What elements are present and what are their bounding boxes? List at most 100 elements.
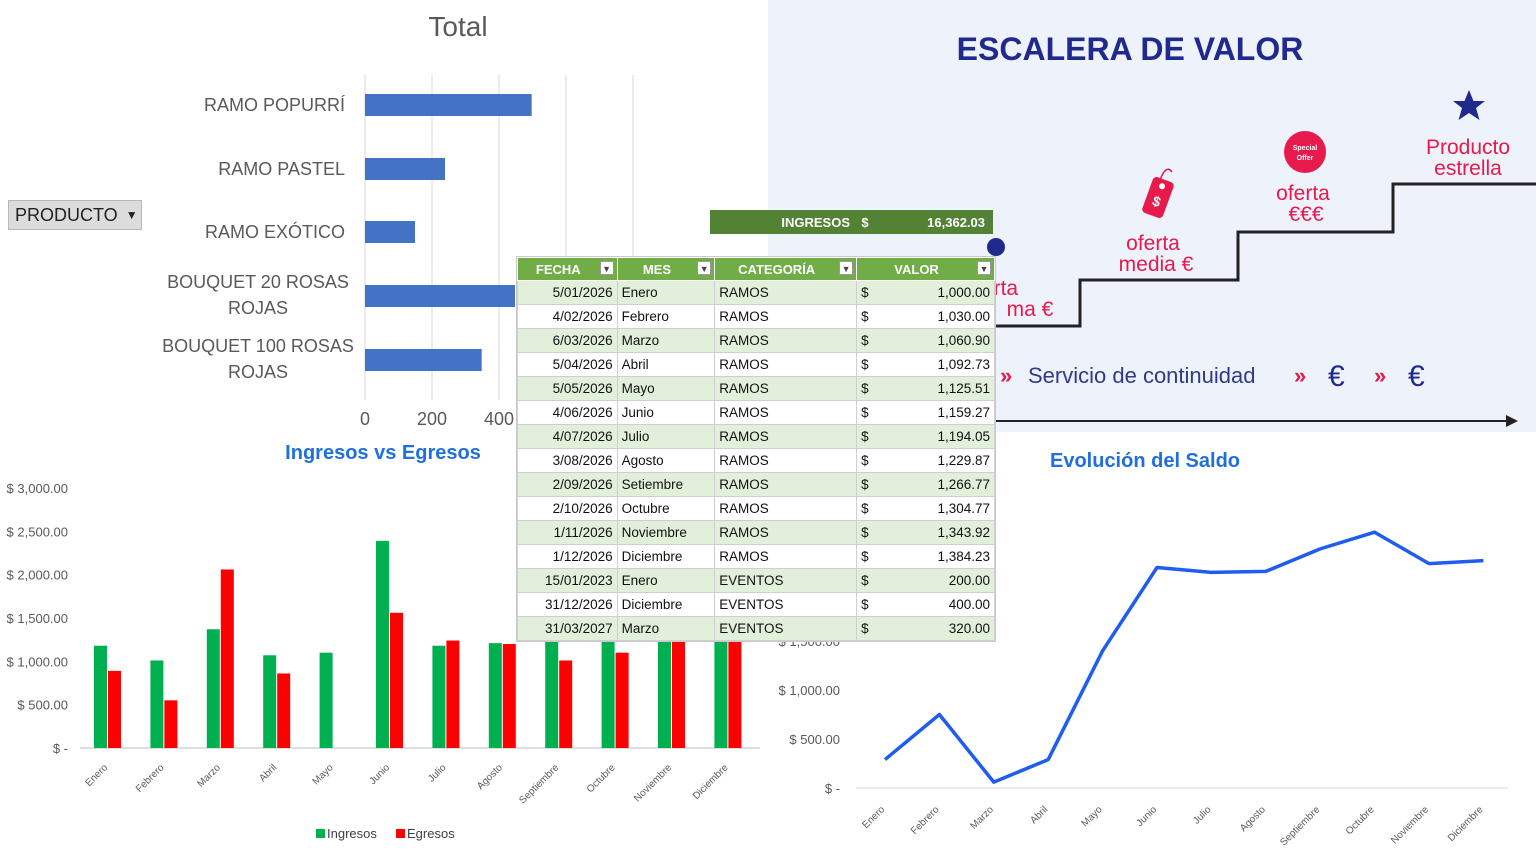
cell-valor[interactable]: 1,343.92 bbox=[875, 520, 996, 545]
table-row[interactable]: 4/02/2026 Febrero RAMOS $1,030.00 bbox=[517, 304, 996, 329]
cell-currency[interactable]: $ bbox=[856, 328, 876, 353]
cell-fecha[interactable]: 6/03/2026 bbox=[517, 328, 618, 353]
cell-currency[interactable]: $ bbox=[856, 568, 876, 593]
cell-valor[interactable]: 1,030.00 bbox=[875, 304, 996, 329]
cell-mes[interactable]: Octubre bbox=[616, 496, 716, 521]
cell-valor[interactable]: 1,125.51 bbox=[875, 376, 996, 401]
filter-dropdown-icon[interactable]: ▼ bbox=[697, 261, 712, 275]
table-row[interactable]: 31/12/2026 Diciembre EVENTOS $400.00 bbox=[517, 592, 996, 617]
table-row[interactable]: 15/01/2023 Enero EVENTOS $200.00 bbox=[517, 568, 996, 593]
cell-valor[interactable]: 1,159.27 bbox=[875, 400, 996, 425]
cell-mes[interactable]: Abril bbox=[616, 352, 716, 377]
cell-fecha[interactable]: 4/06/2026 bbox=[517, 400, 618, 425]
table-row[interactable]: 31/03/2027 Marzo EVENTOS $320.00 bbox=[517, 616, 996, 641]
cell-categoria[interactable]: RAMOS bbox=[714, 472, 858, 497]
cell-fecha[interactable]: 3/08/2026 bbox=[517, 448, 618, 473]
cell-valor[interactable]: 1,266.77 bbox=[875, 472, 996, 497]
filter-dropdown-icon[interactable]: ▼ bbox=[977, 261, 991, 275]
cell-categoria[interactable]: RAMOS bbox=[714, 544, 858, 569]
cell-fecha[interactable]: 5/04/2026 bbox=[517, 352, 618, 377]
table-row[interactable]: 2/10/2026 Octubre RAMOS $1,304.77 bbox=[517, 496, 996, 521]
cell-valor[interactable]: 1,384.23 bbox=[875, 544, 996, 569]
cell-fecha[interactable]: 31/12/2026 bbox=[517, 592, 618, 617]
cell-mes[interactable]: Marzo bbox=[616, 328, 716, 353]
filter-dropdown-icon[interactable]: ▼ bbox=[839, 261, 854, 275]
table-row[interactable]: 4/06/2026 Junio RAMOS $1,159.27 bbox=[517, 400, 996, 425]
cell-valor[interactable]: 1,000.00 bbox=[875, 280, 996, 305]
cell-valor[interactable]: 1,304.77 bbox=[875, 496, 996, 521]
table-row[interactable]: 3/08/2026 Agosto RAMOS $1,229.87 bbox=[517, 448, 996, 473]
cell-fecha[interactable]: 31/03/2027 bbox=[517, 616, 618, 641]
table-row[interactable]: 2/09/2026 Setiembre RAMOS $1,266.77 bbox=[517, 472, 996, 497]
cell-mes[interactable]: Noviembre bbox=[616, 520, 716, 545]
cell-categoria[interactable]: RAMOS bbox=[714, 280, 858, 305]
cell-mes[interactable]: Enero bbox=[616, 568, 716, 593]
table-row[interactable]: 4/07/2026 Julio RAMOS $1,194.05 bbox=[517, 424, 996, 449]
sort-filter-icon[interactable]: ▼ bbox=[599, 261, 614, 275]
cell-fecha[interactable]: 4/07/2026 bbox=[517, 424, 618, 449]
cell-mes[interactable]: Junio bbox=[616, 400, 716, 425]
cell-fecha[interactable]: 4/02/2026 bbox=[517, 304, 618, 329]
cell-mes[interactable]: Diciembre bbox=[616, 544, 716, 569]
cell-currency[interactable]: $ bbox=[856, 376, 876, 401]
cell-fecha[interactable]: 5/01/2026 bbox=[517, 280, 618, 305]
cell-fecha[interactable]: 2/09/2026 bbox=[517, 472, 618, 497]
cell-currency[interactable]: $ bbox=[856, 544, 876, 569]
cell-mes[interactable]: Julio bbox=[616, 424, 716, 449]
cell-mes[interactable]: Agosto bbox=[616, 448, 716, 473]
product-filter-button[interactable]: PRODUCTO ▼ bbox=[8, 200, 142, 230]
header-mes[interactable]: MES ▼ bbox=[616, 257, 716, 281]
cell-categoria[interactable]: RAMOS bbox=[714, 376, 858, 401]
cell-categoria[interactable]: RAMOS bbox=[714, 424, 858, 449]
table-row[interactable]: 1/11/2026 Noviembre RAMOS $1,343.92 bbox=[517, 520, 996, 545]
cell-categoria[interactable]: RAMOS bbox=[714, 448, 858, 473]
cell-categoria[interactable]: RAMOS bbox=[714, 496, 858, 521]
cell-valor[interactable]: 1,092.73 bbox=[875, 352, 996, 377]
cell-currency[interactable]: $ bbox=[856, 472, 876, 497]
table-row[interactable]: 6/03/2026 Marzo RAMOS $1,060.90 bbox=[517, 328, 996, 353]
cell-currency[interactable]: $ bbox=[856, 616, 876, 641]
cell-valor[interactable]: 400.00 bbox=[875, 592, 996, 617]
cell-valor[interactable]: 1,194.05 bbox=[875, 424, 996, 449]
cell-categoria[interactable]: RAMOS bbox=[714, 304, 858, 329]
cell-fecha[interactable]: 1/12/2026 bbox=[517, 544, 618, 569]
cell-currency[interactable]: $ bbox=[856, 424, 876, 449]
cell-categoria[interactable]: EVENTOS bbox=[714, 616, 858, 641]
table-row[interactable]: 5/05/2026 Mayo RAMOS $1,125.51 bbox=[517, 376, 996, 401]
cell-fecha[interactable]: 15/01/2023 bbox=[517, 568, 618, 593]
cell-currency[interactable]: $ bbox=[856, 352, 876, 377]
cell-fecha[interactable]: 1/11/2026 bbox=[517, 520, 618, 545]
cell-categoria[interactable]: EVENTOS bbox=[714, 592, 858, 617]
cell-fecha[interactable]: 2/10/2026 bbox=[517, 496, 618, 521]
cell-categoria[interactable]: EVENTOS bbox=[714, 568, 858, 593]
cell-fecha[interactable]: 5/05/2026 bbox=[517, 376, 618, 401]
cell-mes[interactable]: Enero bbox=[616, 280, 716, 305]
cell-currency[interactable]: $ bbox=[856, 592, 876, 617]
table-row[interactable]: 1/12/2026 Diciembre RAMOS $1,384.23 bbox=[517, 544, 996, 569]
cell-currency[interactable]: $ bbox=[856, 496, 876, 521]
header-fecha[interactable]: FECHA ▼ bbox=[517, 257, 618, 281]
header-valor[interactable]: VALOR ▼ bbox=[856, 257, 995, 281]
ingresos-bar bbox=[601, 634, 615, 748]
cell-mes[interactable]: Mayo bbox=[616, 376, 716, 401]
cell-mes[interactable]: Marzo bbox=[616, 616, 716, 641]
cell-mes[interactable]: Setiembre bbox=[616, 472, 716, 497]
cell-mes[interactable]: Febrero bbox=[616, 304, 716, 329]
header-categoria[interactable]: CATEGORÍA ▼ bbox=[714, 257, 858, 281]
cell-valor[interactable]: 1,229.87 bbox=[875, 448, 996, 473]
cell-mes[interactable]: Diciembre bbox=[616, 592, 716, 617]
cell-currency[interactable]: $ bbox=[856, 280, 876, 305]
cell-valor[interactable]: 200.00 bbox=[875, 568, 996, 593]
cell-valor[interactable]: 320.00 bbox=[875, 616, 996, 641]
cell-categoria[interactable]: RAMOS bbox=[714, 400, 858, 425]
cell-currency[interactable]: $ bbox=[856, 400, 876, 425]
cell-categoria[interactable]: RAMOS bbox=[714, 520, 858, 545]
table-row[interactable]: 5/01/2026 Enero RAMOS $1,000.00 bbox=[517, 280, 996, 305]
cell-currency[interactable]: $ bbox=[856, 448, 876, 473]
cell-valor[interactable]: 1,060.90 bbox=[875, 328, 996, 353]
table-row[interactable]: 5/04/2026 Abril RAMOS $1,092.73 bbox=[517, 352, 996, 377]
cell-categoria[interactable]: RAMOS bbox=[714, 328, 858, 353]
cell-categoria[interactable]: RAMOS bbox=[714, 352, 858, 377]
cell-currency[interactable]: $ bbox=[856, 520, 876, 545]
cell-currency[interactable]: $ bbox=[856, 304, 876, 329]
